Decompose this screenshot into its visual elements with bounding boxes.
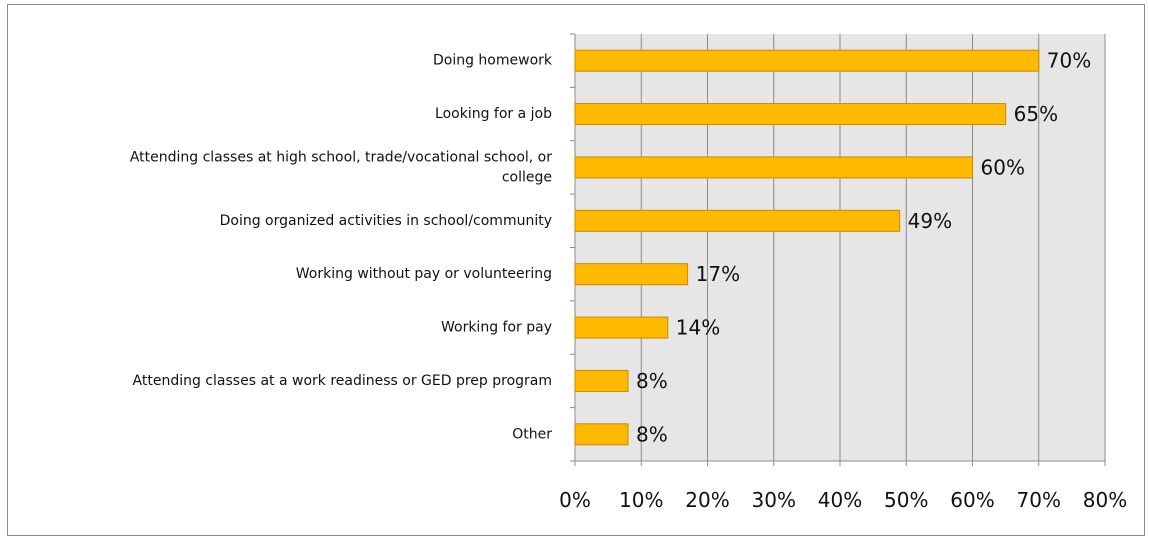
x-tick-label: 10%	[619, 488, 663, 512]
x-tick-label: 20%	[685, 488, 729, 512]
bars	[574, 49, 1040, 446]
data-label: 70%	[1047, 49, 1091, 73]
x-tick-label: 50%	[884, 488, 928, 512]
category-label: Working for pay	[441, 320, 552, 336]
x-tick-label: 0%	[559, 488, 591, 512]
data-label: 49%	[908, 209, 952, 233]
data-label: 14%	[676, 316, 720, 340]
bar	[574, 103, 1007, 126]
category-label: Looking for a job	[435, 106, 552, 122]
x-tick-label: 40%	[818, 488, 862, 512]
category-label: Working without pay or volunteering	[296, 266, 552, 282]
data-label: 17%	[696, 262, 740, 286]
data-labels: 70% 65% 60% 49% 17% 14% 8% 8%	[636, 49, 1091, 447]
data-label: 8%	[636, 369, 668, 393]
category-label: Attending classes at high school, trade/…	[130, 149, 552, 165]
bar	[574, 316, 669, 339]
bar	[574, 209, 901, 232]
category-label: Doing organized activities in school/com…	[220, 213, 552, 229]
bar	[574, 263, 689, 286]
category-labels: Doing homework Looking for a job Attending…	[130, 53, 553, 443]
x-tick-labels: 0% 10% 20% 30% 40% 50% 60% 70% 80%	[559, 488, 1127, 512]
category-label: Attending classes at a work readiness or…	[133, 373, 552, 389]
bar	[574, 156, 973, 179]
x-tick-label: 30%	[752, 488, 796, 512]
x-tick-label: 60%	[950, 488, 994, 512]
category-label: college	[502, 169, 552, 185]
bar	[574, 369, 629, 392]
x-tick-label: 80%	[1083, 488, 1127, 512]
category-label: Doing homework	[433, 53, 553, 69]
bar	[574, 423, 629, 446]
bar	[574, 49, 1040, 72]
data-label: 8%	[636, 422, 668, 446]
data-label: 60%	[981, 155, 1025, 179]
x-tick-label: 70%	[1017, 488, 1061, 512]
data-label: 65%	[1014, 102, 1058, 126]
category-label: Other	[512, 426, 552, 442]
